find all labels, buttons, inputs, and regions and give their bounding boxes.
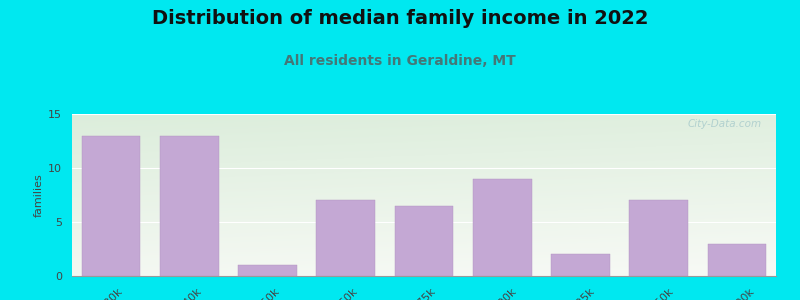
Text: All residents in Geraldine, MT: All residents in Geraldine, MT [284,54,516,68]
Text: City-Data.com: City-Data.com [688,119,762,129]
Bar [707,244,766,276]
Bar [238,265,297,276]
Bar [82,136,141,276]
Bar [473,179,531,276]
Bar [551,254,610,276]
Bar [317,200,375,276]
Y-axis label: families: families [34,173,44,217]
Text: Distribution of median family income in 2022: Distribution of median family income in … [152,9,648,28]
Bar [394,206,454,276]
Bar [630,200,688,276]
Bar [160,136,218,276]
